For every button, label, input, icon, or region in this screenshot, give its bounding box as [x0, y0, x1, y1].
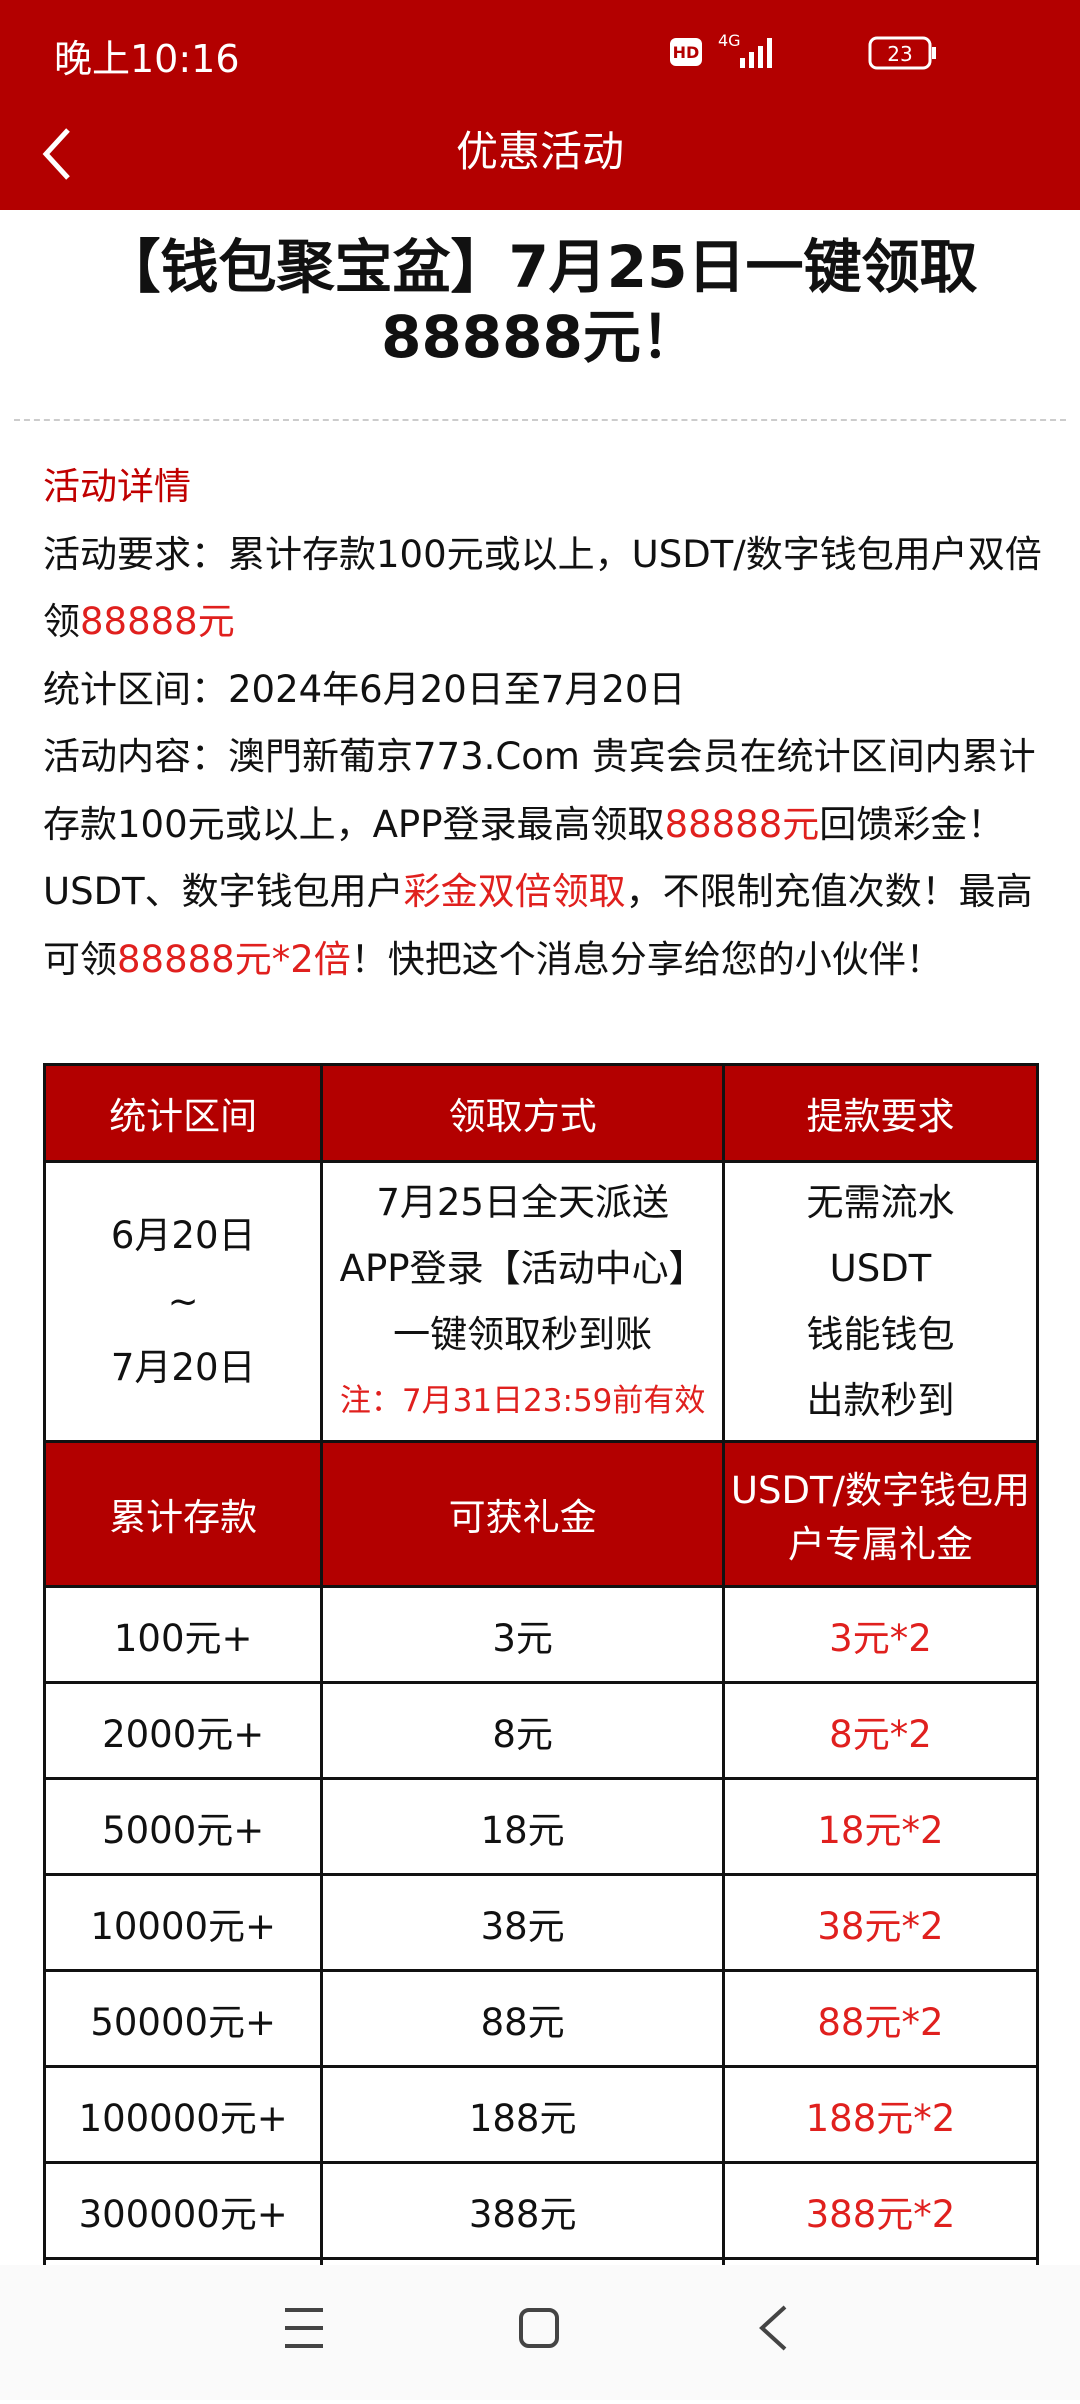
info-line: 7月25日全天派送: [376, 1180, 669, 1224]
battery-level: 23: [887, 42, 912, 66]
data-cell: 88元*2: [721, 1969, 1039, 2068]
data-row: 50000元+ 88元 88元*2: [43, 1969, 1039, 2068]
highlight-text: 88888元: [664, 802, 820, 846]
text-run: 活动内容：澳門新葡京773.Com 贵宾会员在统计区间内累计存款100元或以上，…: [43, 735, 1036, 846]
info-cell: 7月25日全天派送 APP登录【活动中心】 一键领取秒到账注：7月31日23:59前…: [320, 1160, 725, 1443]
text-run: 活动要求：累计存款100元或以上，USDT/数字钱包用户双倍领: [43, 532, 1042, 644]
data-cell: 38元: [320, 1873, 725, 1972]
highlight-text: 88888元*2倍: [117, 937, 351, 981]
data-cell: 388元: [320, 2161, 725, 2260]
page-title: 优惠活动: [455, 127, 624, 176]
system-nav: [0, 2265, 1080, 2400]
highlight-text: 彩金双倍领取: [403, 870, 626, 913]
info-row: 6月20日 ~7月20日 7月25日全天派送 APP登录【活动中心】 一键领取秒到账注：…: [43, 1160, 1039, 1443]
paragraph: 活动内容：澳門新葡京773.Com 贵宾会员在统计区间内累计存款100元或以上，…: [43, 723, 1053, 993]
nav-icons: [285, 2305, 787, 2351]
info-line: APP登录【活动中心】: [339, 1246, 706, 1290]
data-cell: 38元*2: [721, 1873, 1039, 1972]
article-title: 【钱包聚宝盆】7月25日一键领取88888元！: [102, 233, 978, 371]
text-run: ！快把这个消息分享给您的小伙伴！: [350, 937, 943, 981]
empty-cell: [721, 2257, 1039, 2265]
header-cell: 累计存款: [43, 1440, 324, 1588]
data-cell: 100000元+: [43, 2065, 324, 2164]
header-cell: USDT/数字钱包用户专属礼金: [721, 1440, 1039, 1588]
data-cell: 8元: [320, 1681, 725, 1780]
home-button[interactable]: [519, 2308, 559, 2348]
data-cell: 5000元+: [43, 1777, 324, 1876]
empty-cell: [43, 2257, 324, 2265]
reward-table: 统计区间 领取方式 提款要求 6月20日 ~7月20日 7月25日全天派送 APP登录【活动…: [43, 1063, 1039, 2265]
data-cell: 388元*2: [721, 2161, 1039, 2260]
info-cell: 无需流水 USDT 钱能钱包出款秒到: [721, 1160, 1039, 1443]
back-button[interactable]: [38, 124, 78, 184]
info-line: 无需流水: [806, 1180, 955, 1224]
hd-label: HD: [673, 43, 700, 62]
info-line: 钱能钱包: [806, 1312, 955, 1356]
empty-cell: [320, 2257, 725, 2265]
header-cell: 领取方式: [320, 1063, 725, 1163]
data-cell: 18元: [320, 1777, 725, 1876]
data-row: 5000元+ 18元 18元*2: [43, 1777, 1039, 1876]
data-cell: 3元: [320, 1585, 725, 1684]
back-nav-button[interactable]: [759, 2305, 787, 2351]
clipped-row: [43, 2257, 1039, 2265]
status-time: 晚上10:16: [54, 37, 240, 81]
app-header: 晚上10:16 HD 4G 23 优惠活动: [0, 0, 1080, 210]
data-cell: 10000元+: [43, 1873, 324, 1972]
paragraph: 活动要求：累计存款100元或以上，USDT/数字钱包用户双倍领88888元: [43, 521, 1053, 656]
network-label: 4G: [718, 31, 741, 50]
data-cell: 188元: [320, 2065, 725, 2164]
info-line: 6月20日: [110, 1213, 256, 1257]
header-row: 累计存款 可获礼金 USDT/数字钱包用户专属礼金: [43, 1440, 1039, 1588]
info-line: 出款秒到: [806, 1378, 955, 1422]
info-cell: 6月20日 ~7月20日: [43, 1160, 324, 1443]
article-body: 活动详情 活动要求：累计存款100元或以上，USDT/数字钱包用户双倍领8888…: [43, 453, 1053, 993]
data-row: 100000元+ 188元 188元*2: [43, 2065, 1039, 2164]
hd-badge: [670, 38, 702, 66]
paragraph: 统计区间：2024年6月20日至7月20日: [43, 656, 1053, 724]
data-row: 10000元+ 38元 38元*2: [43, 1873, 1039, 1972]
text-run: 回馈彩金！USDT、数字钱包用户: [43, 802, 1005, 914]
data-cell: 18元*2: [721, 1777, 1039, 1876]
data-cell: 300000元+: [43, 2161, 324, 2260]
data-cell: 88元: [320, 1969, 725, 2068]
text-run: 统计区间：2024年6月20日至7月20日: [43, 667, 686, 711]
data-cell: 8元*2: [721, 1681, 1039, 1780]
info-line: 7月20日: [110, 1345, 256, 1389]
menu-button[interactable]: [285, 2308, 323, 2348]
note: 注：7月31日23:59前有效: [339, 1382, 706, 1419]
data-row: 300000元+ 388元 388元*2: [43, 2161, 1039, 2260]
text-run: ，不限制充值次数！最高可领: [43, 870, 1033, 981]
header-cell: 提款要求: [721, 1063, 1039, 1163]
info-line: ~: [167, 1279, 199, 1323]
battery: [868, 36, 932, 70]
reward-table-wrap: 统计区间 领取方式 提款要求 6月20日 ~7月20日 7月25日全天派送 APP登录【活动…: [43, 1063, 1039, 2265]
header-cell: 统计区间: [43, 1063, 324, 1163]
data-cell: 2000元+: [43, 1681, 324, 1780]
highlight-text: 88888元: [80, 600, 235, 643]
data-cell: 3元*2: [721, 1585, 1039, 1684]
divider: [14, 419, 1066, 421]
data-cell: 50000元+: [43, 1969, 324, 2068]
section-heading: 活动详情: [43, 465, 191, 508]
info-line: USDT: [829, 1246, 932, 1290]
data-cell: 100元+: [43, 1585, 324, 1684]
battery-tip: [932, 47, 936, 59]
data-cell: 188元*2: [721, 2065, 1039, 2164]
info-line: 一键领取秒到账: [393, 1312, 653, 1356]
data-row: 100元+ 3元 3元*2: [43, 1585, 1039, 1684]
signal: [740, 38, 772, 68]
header-row: 统计区间 领取方式 提款要求: [43, 1063, 1039, 1163]
header-cell: 可获礼金: [320, 1440, 725, 1588]
data-row: 2000元+ 8元 8元*2: [43, 1681, 1039, 1780]
status-icons: HD 4G 23: [670, 31, 936, 70]
